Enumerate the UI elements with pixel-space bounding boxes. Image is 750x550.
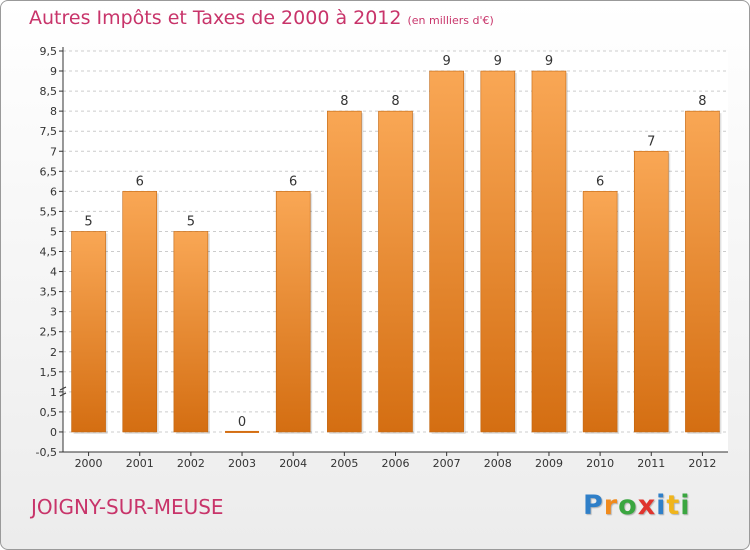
y-tick-label: 4,5 [40,246,58,259]
data-label: 5 [84,214,92,229]
axes [59,47,728,453]
y-tick-label: 2 [50,346,57,359]
data-label: 8 [391,94,399,109]
data-label: 8 [340,94,348,109]
chart-subtitle: (en milliers d'€) [407,14,494,27]
bars: 5 6 5 0 6 8 8 9 9 9 6 7 8 [71,54,722,434]
brand-letter: t [666,490,681,521]
x-tick-label: 2012 [688,457,716,470]
x-axis-ticks: 2000 2001 2002 2003 2004 2005 2006 2007 2008 2009… [75,452,716,470]
bar-2002 [173,231,209,433]
brand-letter: x [637,490,657,521]
brand-letter: r [603,490,619,521]
brand-letter: i [656,490,667,521]
bar-2000 [71,231,106,433]
y-tick-label: 6,5 [40,165,58,178]
x-tick-label: 2002 [177,457,205,470]
bar-2012 [685,110,720,433]
bar-2005 [327,110,362,433]
proxiti-logo: Proxiti [583,490,691,521]
x-tick-label: 2006 [382,457,410,470]
y-tick-label: 6 [50,185,57,198]
data-label: 7 [647,134,655,149]
y-tick-label: 2,5 [40,326,58,339]
x-tick-label: 2001 [126,457,154,470]
x-tick-label: 2011 [637,457,665,470]
data-label: 6 [596,174,604,189]
x-tick-label: 2010 [586,457,614,470]
bar-2007 [429,70,464,433]
y-tick-label: 7,5 [40,125,58,138]
y-tick-label: 3 [50,306,57,319]
bar-2009 [531,70,567,433]
bar-2001 [122,191,158,433]
brand-letter: P [583,490,604,521]
brand-letter: i [680,490,691,521]
commune-name: JOIGNY-SUR-MEUSE [31,495,224,519]
bar-2011 [633,150,669,433]
bar-2006 [378,110,413,433]
data-label: 8 [698,94,706,109]
y-tick-label: 5,5 [40,205,58,218]
x-tick-label: 2005 [330,457,358,470]
y-tick-label: 0 [50,426,57,439]
y-tick-label: 1 [50,386,57,399]
bar-2010 [582,191,618,433]
data-label: 6 [136,174,144,189]
x-tick-label: 2007 [433,457,461,470]
data-label: 6 [289,174,297,189]
y-tick-label: 9 [50,65,57,78]
data-label: 9 [545,54,553,69]
y-tick-label: 5 [50,225,57,238]
y-tick-label: 0,5 [40,406,58,419]
y-tick-label: 7 [50,145,57,158]
y-tick-label: 3,5 [40,286,58,299]
chart-title-text: Autres Impôts et Taxes de 2000 à 2012 [29,7,402,29]
bar-2008 [480,70,516,433]
bar-2004 [275,191,311,433]
x-tick-label: 2000 [75,457,103,470]
bar-2003 [225,430,260,433]
x-tick-label: 2004 [279,457,307,470]
y-axis-ticks: -0,5 0 0,5 1 1,5 2 2,5 3 3,5 4 4,5 5 5,5 6 6,5 7 7,5 8 8,5… [36,45,63,459]
x-tick-label: 2008 [484,457,512,470]
y-tick-label: 4 [50,266,57,279]
data-label: 0 [238,415,246,430]
axis-break-mark [59,386,67,391]
y-tick-label: 1,5 [40,366,58,379]
chart-title: Autres Impôts et Taxes de 2000 à 2012 (en… [29,7,494,29]
brand-letter: o [618,490,638,521]
x-tick-label: 2009 [535,457,563,470]
y-tick-label: 8 [50,105,57,118]
data-label: 9 [443,54,451,69]
axis-break-mark [59,392,67,397]
y-tick-label: -0,5 [36,446,57,459]
data-label: 5 [187,214,195,229]
y-tick-label: 8,5 [40,85,58,98]
data-label: 9 [494,54,502,69]
y-tick-label: 9,5 [40,45,58,58]
x-tick-label: 2003 [228,457,256,470]
